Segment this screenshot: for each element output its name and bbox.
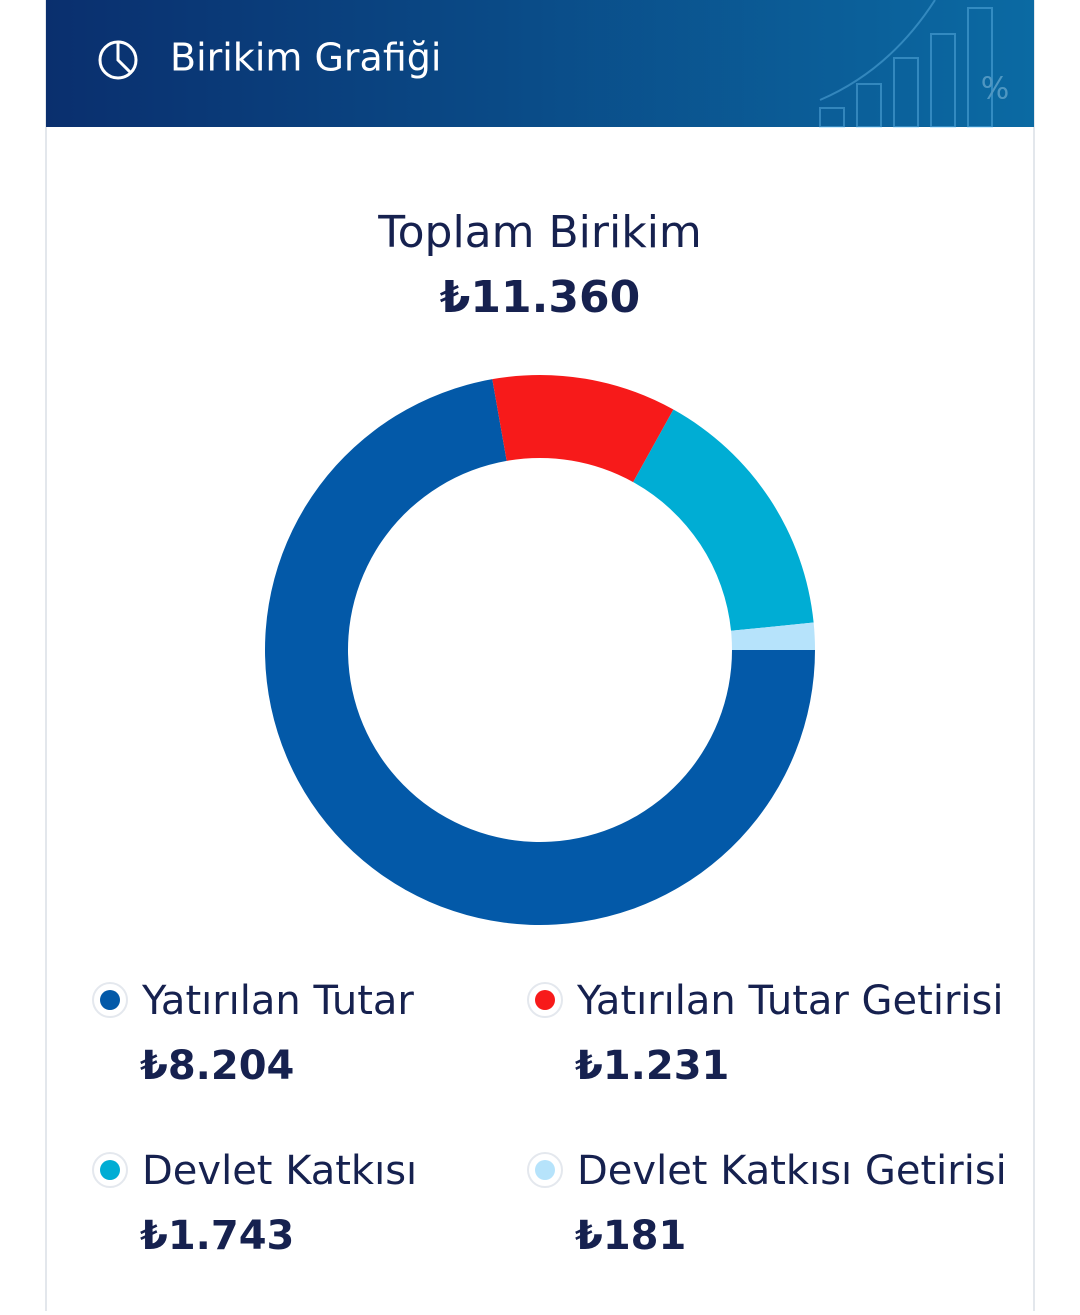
donut-segment (633, 409, 814, 631)
legend: Yatırılan Tutar ₺8.204 Yatırılan Tutar Get… (92, 978, 1007, 1259)
chart-title: Toplam Birikim (377, 207, 702, 258)
svg-text:%: % (981, 72, 1010, 107)
donut (265, 374, 816, 926)
chart-icon (98, 40, 138, 80)
header-decoration: % (819, 0, 1010, 128)
legend-marker (535, 1160, 555, 1180)
legend-marker (535, 990, 555, 1010)
legend-marker (100, 1160, 120, 1180)
legend-label: Devlet Katkısı Getirisi (577, 1148, 1007, 1194)
legend-value: ₺1.743 (140, 1213, 294, 1259)
legend-label: Yatırılan Tutar (141, 978, 414, 1024)
legend-label: Devlet Katkısı (142, 1148, 417, 1194)
legend-value: ₺8.204 (140, 1043, 294, 1089)
legend-label: Yatırılan Tutar Getirisi (576, 978, 1003, 1024)
header-title: Birikim Grafiği (170, 36, 441, 80)
card (45, 0, 1035, 1315)
card-header (46, 0, 1034, 127)
donut-segment (731, 622, 815, 650)
legend-value: ₺1.231 (575, 1043, 729, 1089)
donut-segment (492, 374, 674, 483)
donut-segment (265, 379, 816, 926)
total-value: ₺11.360 (440, 272, 640, 323)
legend-value: ₺181 (575, 1213, 686, 1259)
legend-marker (100, 990, 120, 1010)
